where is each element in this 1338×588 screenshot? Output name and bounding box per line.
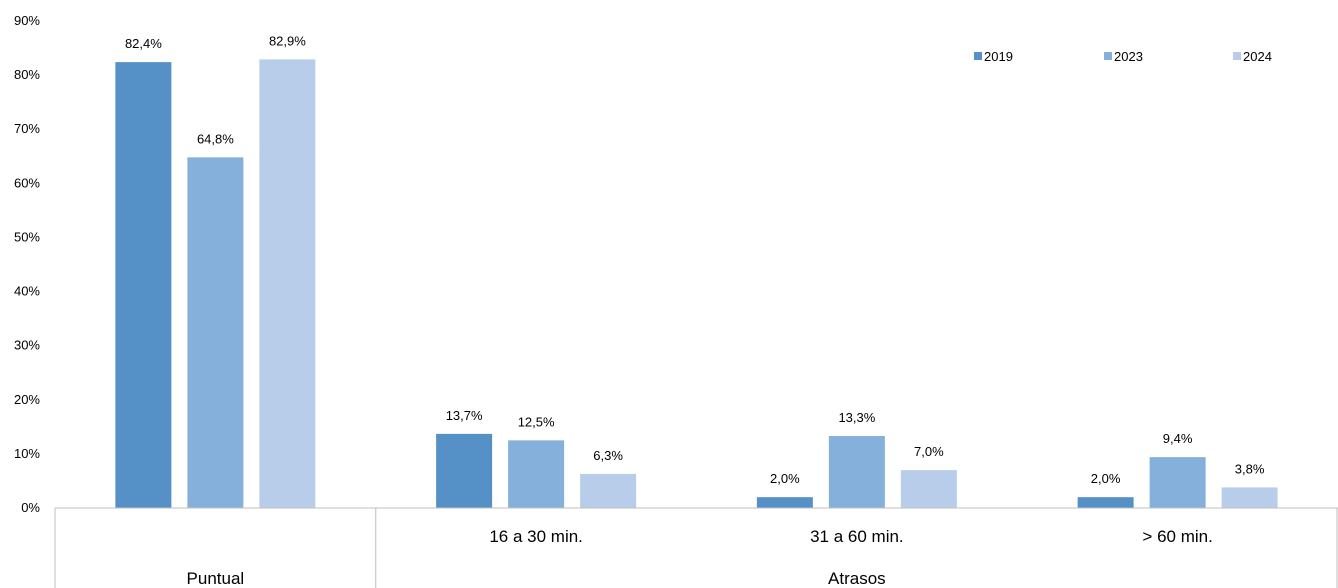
group-label: Atrasos — [828, 569, 886, 588]
group-label: Puntual — [187, 569, 245, 588]
legend-label: 2024 — [1243, 49, 1272, 64]
data-label: 12,5% — [518, 414, 555, 429]
y-tick-label: 60% — [14, 175, 40, 190]
data-label: 6,3% — [593, 448, 623, 463]
y-tick-label: 80% — [14, 67, 40, 82]
bar — [436, 433, 493, 508]
data-label: 3,8% — [1235, 461, 1265, 476]
legend-label: 2023 — [1114, 49, 1143, 64]
data-label: 82,4% — [125, 36, 162, 51]
data-label: 13,7% — [446, 408, 483, 423]
y-tick-label: 30% — [14, 338, 40, 353]
bar — [115, 62, 172, 508]
data-label: 9,4% — [1163, 431, 1193, 446]
bar — [187, 157, 244, 509]
bar — [900, 470, 957, 508]
bar — [1077, 497, 1134, 508]
y-tick-label: 50% — [14, 229, 40, 244]
bar — [756, 497, 813, 508]
legend-swatch — [974, 52, 982, 60]
data-label: 7,0% — [914, 444, 944, 459]
data-label: 64,8% — [197, 131, 234, 146]
data-label: 13,3% — [838, 410, 875, 425]
bar — [1221, 487, 1278, 508]
bar — [1149, 457, 1206, 508]
y-tick-label: 20% — [14, 392, 40, 407]
category-label: 16 a 30 min. — [489, 527, 583, 546]
y-tick-label: 70% — [14, 121, 40, 136]
y-tick-label: 10% — [14, 446, 40, 461]
category-label: 31 a 60 min. — [810, 527, 904, 546]
data-label: 2,0% — [1091, 471, 1121, 486]
legend-label: 2019 — [984, 49, 1013, 64]
data-label: 82,9% — [269, 33, 306, 48]
legend-swatch — [1233, 52, 1241, 60]
category-label: > 60 min. — [1142, 527, 1212, 546]
bar — [828, 436, 885, 508]
bar — [259, 59, 316, 509]
y-tick-label: 90% — [14, 13, 40, 28]
data-label: 2,0% — [770, 471, 800, 486]
y-tick-label: 40% — [14, 284, 40, 299]
legend-swatch — [1104, 52, 1112, 60]
bar — [580, 473, 637, 508]
y-tick-label: 0% — [21, 500, 40, 515]
bar — [508, 440, 565, 508]
